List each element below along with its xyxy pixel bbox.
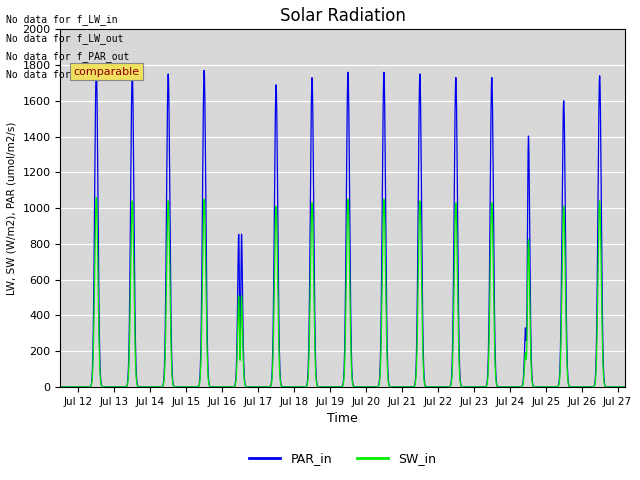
SW_in xyxy=(403,384,410,390)
SW_in xyxy=(621,384,628,390)
Text: comparable: comparable xyxy=(74,67,140,77)
SW_in xyxy=(621,384,628,390)
SW_in xyxy=(375,383,383,389)
SW_in xyxy=(56,384,64,390)
PAR_in xyxy=(197,336,205,342)
Text: No data for f_LW_out: No data for f_LW_out xyxy=(6,33,124,44)
SW_in xyxy=(92,194,100,200)
Text: No data for f_LW_in: No data for f_LW_in xyxy=(6,14,118,25)
PAR_in xyxy=(375,383,383,388)
Line: PAR_in: PAR_in xyxy=(60,67,625,387)
Line: SW_in: SW_in xyxy=(60,197,625,387)
Legend: PAR_in, SW_in: PAR_in, SW_in xyxy=(244,447,441,470)
PAR_in xyxy=(56,384,64,390)
SW_in xyxy=(197,356,205,361)
Y-axis label: LW, SW (W/m2), PAR (umol/m2/s): LW, SW (W/m2), PAR (umol/m2/s) xyxy=(7,121,17,295)
PAR_in xyxy=(403,384,410,390)
X-axis label: Time: Time xyxy=(327,412,358,425)
PAR_in xyxy=(362,384,370,390)
PAR_in xyxy=(621,384,628,390)
PAR_in xyxy=(621,384,628,390)
Text: No data for f_PAR_out: No data for f_PAR_out xyxy=(6,51,130,62)
SW_in xyxy=(362,384,370,390)
Title: Solar Radiation: Solar Radiation xyxy=(280,7,406,25)
Text: No data for f_SW_out: No data for f_SW_out xyxy=(6,69,124,80)
SW_in xyxy=(415,205,423,211)
PAR_in xyxy=(92,64,100,70)
PAR_in xyxy=(415,84,423,89)
